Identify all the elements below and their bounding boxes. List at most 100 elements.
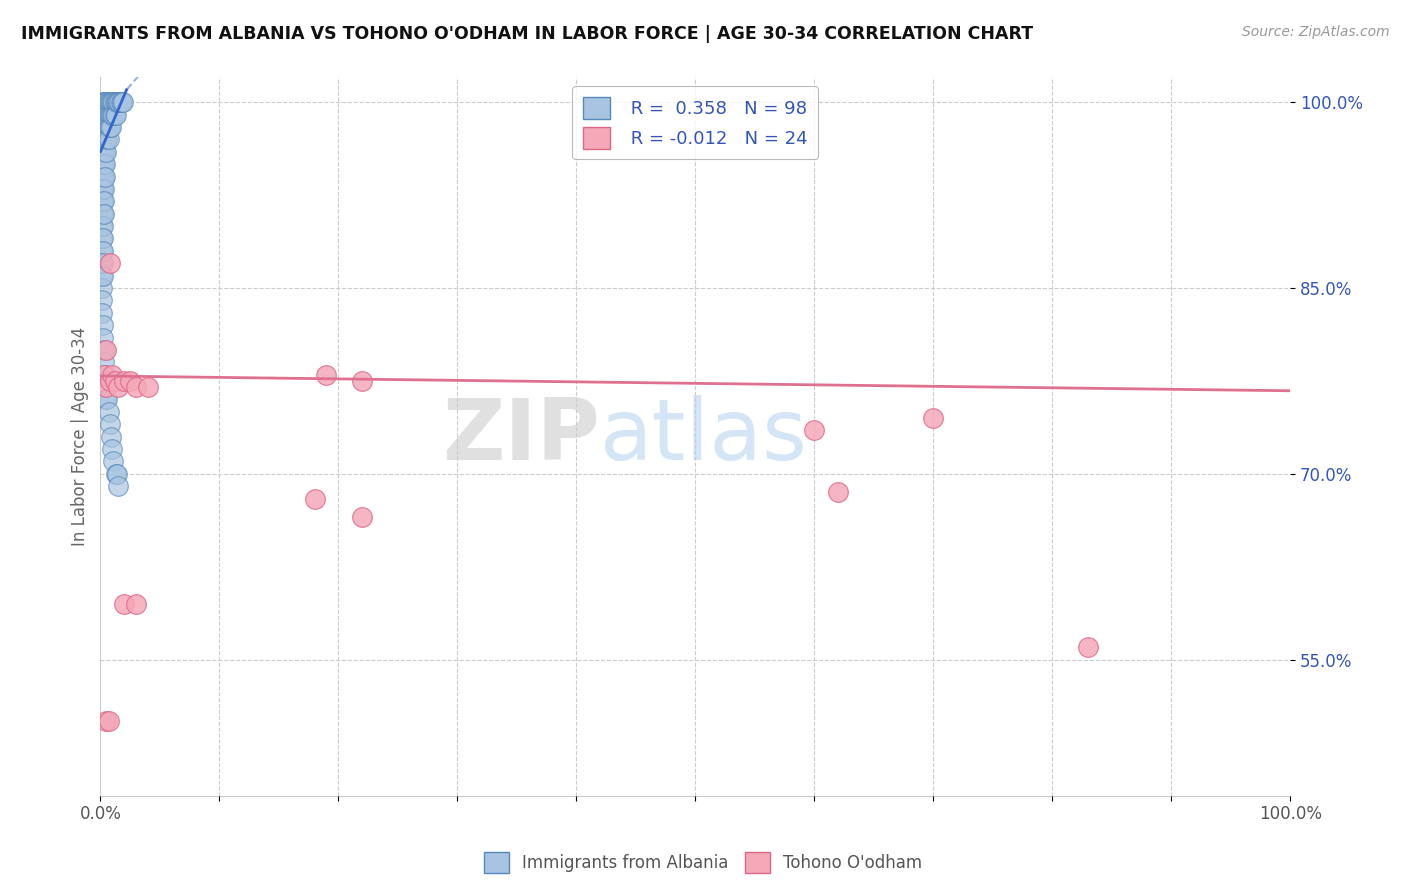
Point	[90, 120, 112, 134]
Point	[112, 374, 135, 388]
Point	[107, 479, 129, 493]
Text: atlas: atlas	[600, 395, 808, 478]
Point	[93, 368, 115, 382]
Point	[100, 120, 122, 134]
Point	[100, 95, 122, 110]
Point	[104, 107, 127, 121]
Point	[90, 256, 112, 270]
Point	[93, 120, 115, 134]
Point	[107, 95, 129, 110]
Point	[112, 597, 135, 611]
Point	[105, 95, 128, 110]
Point	[91, 194, 114, 209]
Point	[94, 145, 117, 159]
Point	[90, 231, 112, 245]
Point	[93, 182, 115, 196]
Point	[90, 306, 112, 320]
Point	[101, 442, 124, 456]
Point	[93, 194, 115, 209]
Point	[97, 120, 120, 134]
Point	[111, 95, 134, 110]
Point	[98, 256, 121, 270]
Point	[96, 95, 118, 110]
Point	[96, 107, 118, 121]
Point	[91, 145, 114, 159]
Point	[94, 380, 117, 394]
Point	[91, 95, 114, 110]
Point	[97, 107, 120, 121]
Point	[110, 95, 132, 110]
Point	[97, 132, 120, 146]
Point	[101, 95, 124, 110]
Point	[94, 157, 117, 171]
Text: ZIP: ZIP	[443, 395, 600, 478]
Point	[94, 169, 117, 184]
Point	[93, 145, 115, 159]
Point	[90, 293, 112, 308]
Legend: Immigrants from Albania, Tohono O'odham: Immigrants from Albania, Tohono O'odham	[477, 846, 929, 880]
Point	[93, 355, 115, 369]
Point	[352, 374, 374, 388]
Point	[94, 132, 117, 146]
Point	[93, 207, 115, 221]
Point	[1077, 640, 1099, 654]
Point	[90, 207, 112, 221]
Point	[96, 120, 118, 134]
Point	[91, 132, 114, 146]
Point	[98, 95, 121, 110]
Point	[94, 120, 117, 134]
Point	[90, 169, 112, 184]
Point	[96, 714, 118, 729]
Point	[120, 374, 142, 388]
Point	[352, 510, 374, 524]
Point	[93, 95, 115, 110]
Point	[93, 343, 115, 357]
Point	[827, 485, 849, 500]
Point	[97, 405, 120, 419]
Point	[93, 132, 115, 146]
Point	[107, 380, 129, 394]
Point	[94, 95, 117, 110]
Point	[94, 368, 117, 382]
Point	[91, 207, 114, 221]
Point	[98, 374, 121, 388]
Legend:  R =  0.358   N = 98,  R = -0.012   N = 24: R = 0.358 N = 98, R = -0.012 N = 24	[572, 87, 818, 160]
Point	[136, 380, 159, 394]
Point	[100, 107, 122, 121]
Point	[125, 597, 148, 611]
Point	[103, 95, 125, 110]
Point	[90, 182, 112, 196]
Point	[91, 219, 114, 233]
Point	[90, 145, 112, 159]
Point	[91, 231, 114, 245]
Point	[94, 107, 117, 121]
Point	[91, 157, 114, 171]
Point	[104, 95, 127, 110]
Point	[125, 380, 148, 394]
Point	[96, 343, 118, 357]
Point	[91, 268, 114, 283]
Point	[103, 107, 125, 121]
Point	[315, 368, 337, 382]
Point	[90, 132, 112, 146]
Point	[90, 219, 112, 233]
Point	[90, 194, 112, 209]
Point	[803, 424, 825, 438]
Point	[90, 157, 112, 171]
Point	[100, 429, 122, 443]
Point	[96, 392, 118, 407]
Y-axis label: In Labor Force | Age 30-34: In Labor Force | Age 30-34	[72, 327, 89, 546]
Point	[90, 268, 112, 283]
Point	[96, 120, 118, 134]
Point	[101, 107, 124, 121]
Point	[97, 95, 120, 110]
Point	[104, 374, 127, 388]
Point	[91, 330, 114, 344]
Point	[97, 714, 120, 729]
Point	[108, 95, 131, 110]
Point	[96, 392, 118, 407]
Point	[98, 120, 121, 134]
Point	[90, 107, 112, 121]
Point	[96, 132, 118, 146]
Point	[96, 95, 118, 110]
